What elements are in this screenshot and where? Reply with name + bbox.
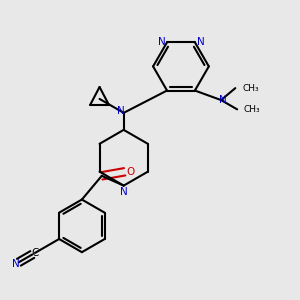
Text: CH₃: CH₃ (242, 84, 259, 93)
Text: O: O (126, 167, 134, 177)
Text: C: C (31, 248, 39, 258)
Text: N: N (219, 95, 226, 105)
Text: N: N (158, 37, 165, 47)
Text: CH₃: CH₃ (244, 105, 261, 114)
Text: N: N (196, 37, 204, 47)
Text: N: N (120, 188, 128, 197)
Text: N: N (117, 106, 125, 116)
Text: N: N (12, 259, 20, 269)
